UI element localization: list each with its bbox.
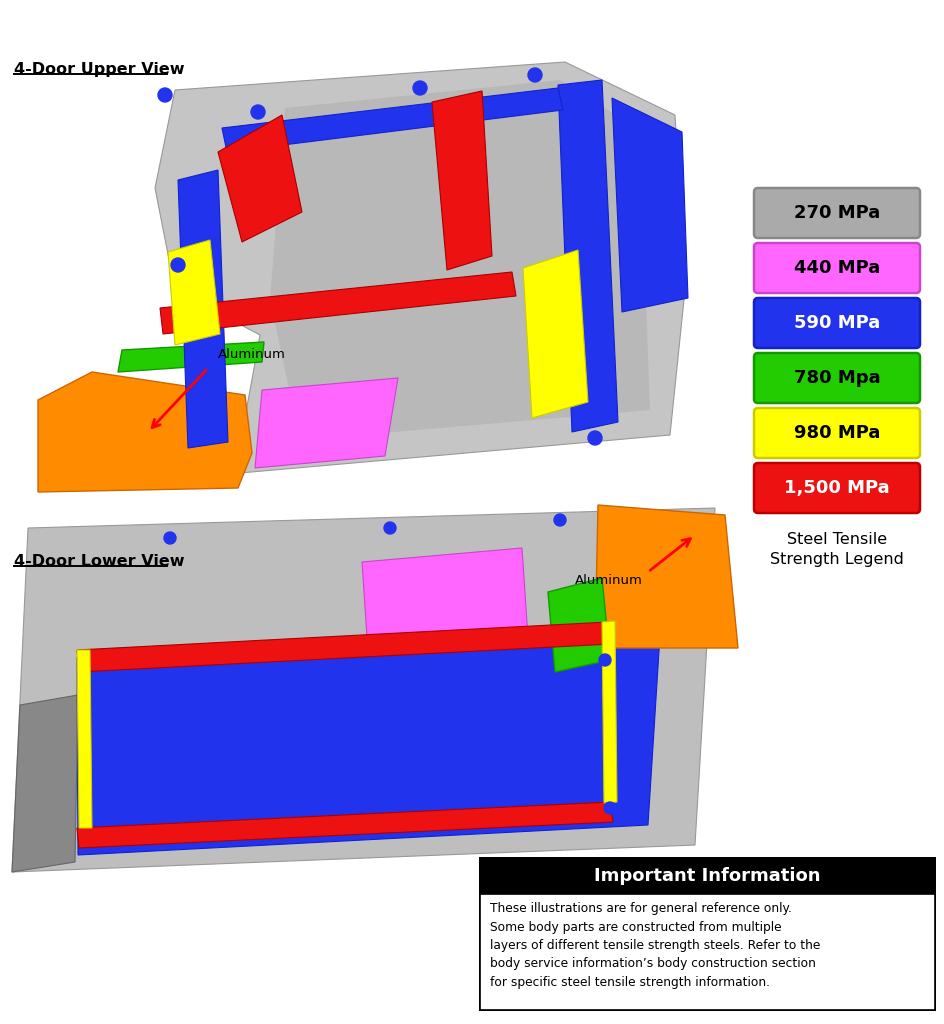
Circle shape (603, 802, 615, 814)
Circle shape (251, 105, 264, 119)
FancyBboxPatch shape (753, 463, 919, 513)
Circle shape (587, 431, 601, 445)
Circle shape (383, 522, 396, 534)
Polygon shape (118, 342, 263, 372)
Text: 780 Mpa: 780 Mpa (793, 369, 880, 387)
Text: Steel Tensile: Steel Tensile (786, 532, 886, 547)
Polygon shape (255, 378, 397, 468)
Circle shape (158, 88, 172, 102)
Polygon shape (270, 80, 649, 440)
Text: Important Information: Important Information (594, 867, 820, 885)
Polygon shape (160, 272, 515, 334)
Text: 980 MPa: 980 MPa (793, 424, 879, 442)
Circle shape (553, 514, 565, 526)
Polygon shape (522, 250, 587, 418)
Polygon shape (612, 98, 687, 312)
Polygon shape (431, 91, 492, 270)
Text: 1,500 MPa: 1,500 MPa (784, 479, 889, 497)
Circle shape (171, 258, 185, 272)
Text: These illustrations are for general reference only.
Some body parts are construc: These illustrations are for general refe… (490, 902, 819, 989)
Circle shape (528, 68, 542, 82)
FancyBboxPatch shape (753, 408, 919, 458)
FancyBboxPatch shape (753, 188, 919, 238)
Polygon shape (168, 240, 220, 345)
Polygon shape (177, 170, 228, 449)
Polygon shape (12, 508, 715, 872)
Text: Aluminum: Aluminum (574, 573, 642, 587)
Polygon shape (76, 622, 611, 672)
Polygon shape (59, 62, 684, 477)
Text: Aluminum: Aluminum (218, 348, 286, 361)
Polygon shape (76, 635, 659, 855)
Text: 590 MPa: 590 MPa (793, 314, 879, 332)
FancyBboxPatch shape (753, 298, 919, 348)
Text: 440 MPa: 440 MPa (793, 259, 879, 278)
Circle shape (413, 81, 427, 95)
Polygon shape (38, 372, 252, 492)
Polygon shape (595, 505, 737, 648)
Polygon shape (222, 88, 563, 152)
Bar (480, 894, 934, 1010)
FancyBboxPatch shape (753, 243, 919, 293)
Polygon shape (76, 650, 92, 828)
Text: 4-Door Lower View: 4-Door Lower View (14, 554, 184, 569)
Polygon shape (548, 578, 610, 672)
Polygon shape (76, 802, 613, 848)
Circle shape (598, 654, 611, 666)
Circle shape (164, 532, 176, 544)
Polygon shape (12, 695, 78, 872)
Bar (480, 858, 934, 894)
Text: 4-Door Upper View: 4-Door Upper View (14, 62, 184, 77)
FancyBboxPatch shape (753, 353, 919, 403)
Text: Strength Legend: Strength Legend (769, 552, 903, 567)
Polygon shape (218, 115, 302, 242)
Polygon shape (601, 621, 616, 803)
Polygon shape (557, 80, 617, 432)
Polygon shape (362, 548, 528, 652)
Bar (479, 857, 935, 1011)
Text: 270 MPa: 270 MPa (793, 204, 879, 222)
